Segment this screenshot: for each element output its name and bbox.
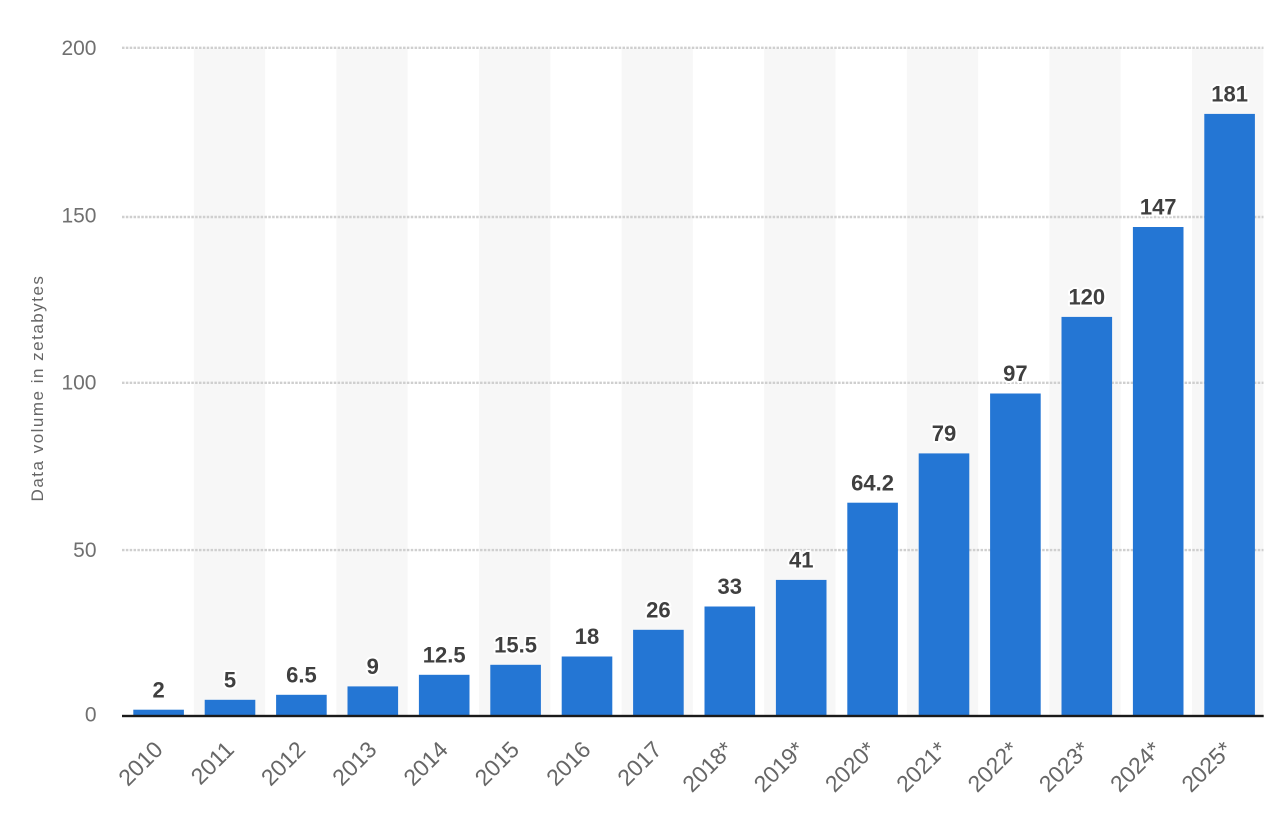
- svg-text:0: 0: [85, 704, 97, 727]
- svg-text:181: 181: [1211, 82, 1248, 107]
- svg-text:64.2: 64.2: [851, 470, 894, 495]
- svg-text:2: 2: [152, 677, 164, 702]
- svg-text:79: 79: [932, 421, 956, 446]
- svg-text:97: 97: [1003, 361, 1027, 386]
- svg-text:50: 50: [73, 539, 96, 562]
- svg-text:120: 120: [1068, 285, 1105, 310]
- svg-text:15.5: 15.5: [494, 633, 537, 658]
- svg-text:12.5: 12.5: [423, 643, 466, 668]
- svg-text:41: 41: [789, 548, 813, 573]
- svg-text:9: 9: [367, 654, 379, 679]
- svg-text:100: 100: [61, 372, 96, 395]
- svg-text:26: 26: [646, 598, 670, 623]
- svg-text:147: 147: [1140, 195, 1177, 220]
- svg-text:33: 33: [718, 574, 742, 599]
- svg-text:200: 200: [61, 37, 96, 60]
- svg-text:150: 150: [61, 205, 96, 228]
- svg-text:18: 18: [575, 624, 599, 649]
- svg-text:5: 5: [224, 668, 236, 693]
- svg-text:Data volume in zetabytes: Data volume in zetabytes: [28, 275, 47, 502]
- svg-text:6.5: 6.5: [286, 663, 317, 688]
